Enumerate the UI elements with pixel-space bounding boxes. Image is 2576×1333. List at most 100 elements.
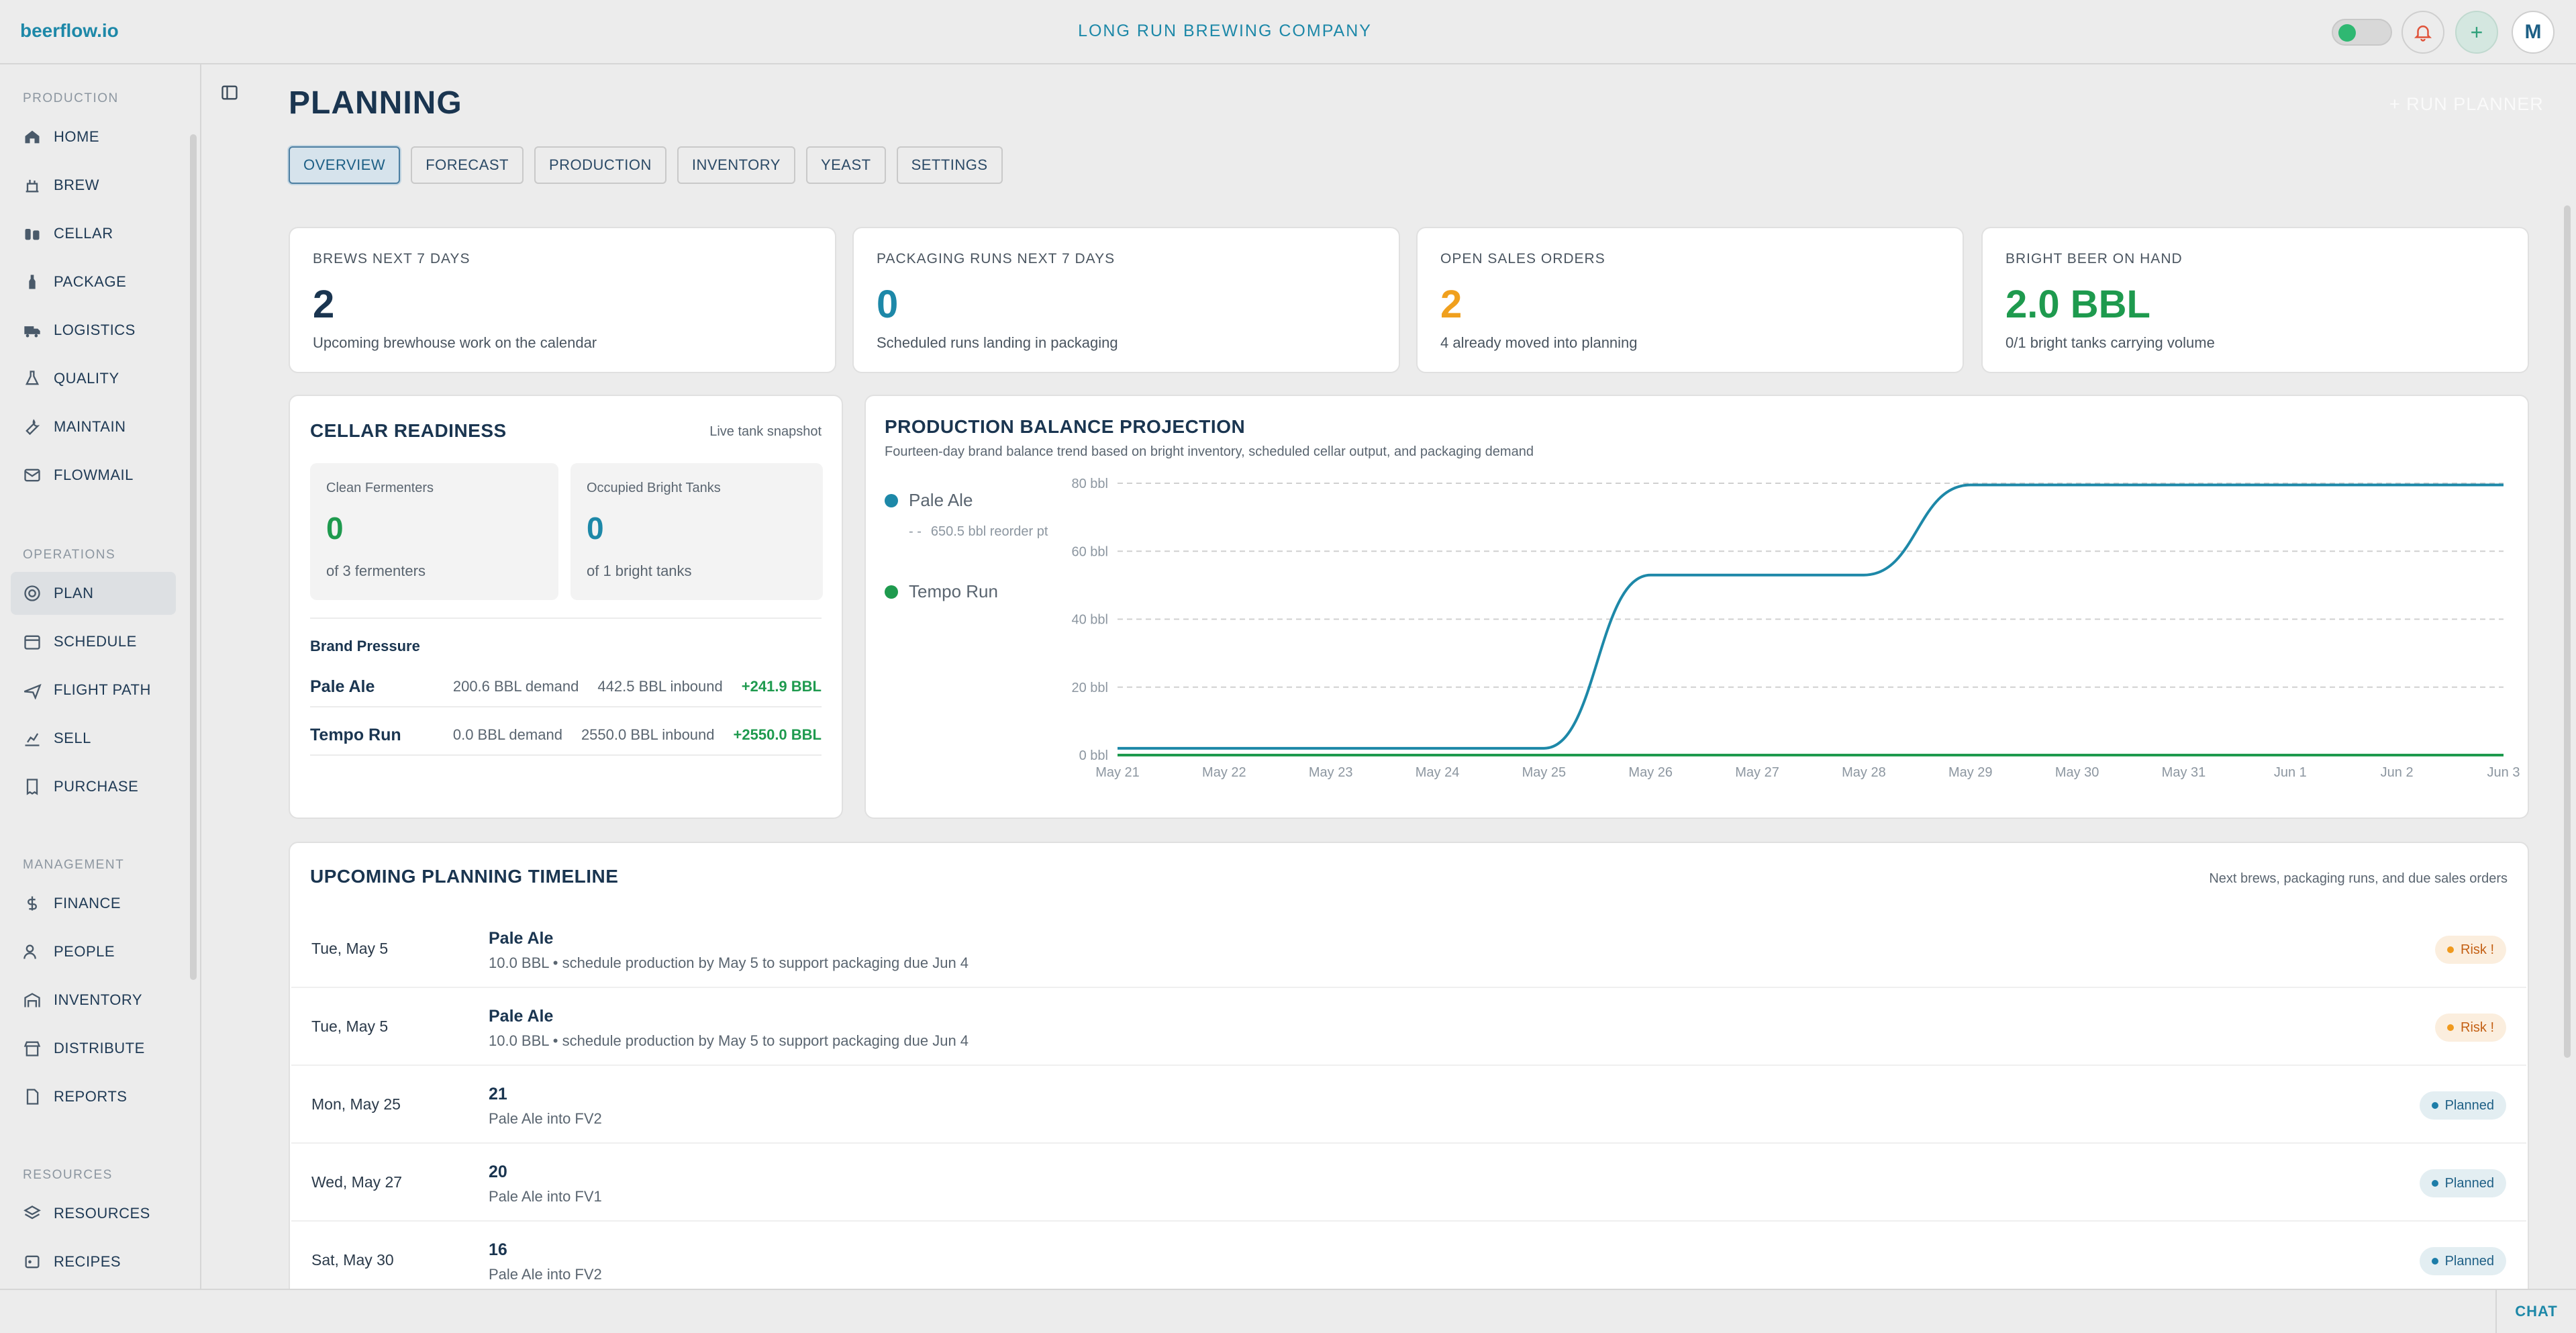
timeline-row[interactable]: Tue, May 5 Pale Ale 10.0 BBL • schedule … <box>291 910 2526 988</box>
cellar-readiness-card: CELLAR READINESS Live tank snapshot Clea… <box>289 395 843 819</box>
clean-fermenters-tile: Clean Fermenters 0 of 3 fermenters <box>310 463 558 600</box>
tab-overview[interactable]: OVERVIEW <box>289 146 401 184</box>
tile-sub: of 1 bright tanks <box>587 562 692 579</box>
divider <box>310 618 822 619</box>
timeline-row[interactable]: Sat, May 30 16 Pale Ale into FV2 Planned <box>291 1222 2526 1299</box>
sidebar-item-inventory[interactable]: INVENTORY <box>11 979 176 1022</box>
x-tick-label: May 27 <box>1735 765 1779 780</box>
tile-value: 0 <box>326 511 344 546</box>
sidebar-collapse-icon[interactable] <box>220 83 239 102</box>
y-tick-label: 0 bbl <box>1079 748 1108 763</box>
cellar-title: CELLAR READINESS <box>310 420 507 441</box>
sidebar-item-resources[interactable]: RESOURCES <box>11 1192 176 1235</box>
series-line-pale-ale <box>1117 483 2504 750</box>
sidebar-item-cellar[interactable]: CELLAR <box>11 212 176 255</box>
sidebar-item-plan[interactable]: PLAN <box>11 572 176 615</box>
page-title: PLANNING <box>289 85 462 121</box>
kpi-subtext: 0/1 bright tanks carrying volume <box>2005 334 2215 351</box>
x-tick-label: May 24 <box>1416 765 1460 780</box>
sidebar-item-package[interactable]: PACKAGE <box>11 260 176 303</box>
status-badge: Risk ! <box>2435 1014 2506 1042</box>
x-tick-label: May 31 <box>2162 765 2206 780</box>
x-tick-label: May 25 <box>1522 765 1567 780</box>
sidebar-item-label: PEOPLE <box>54 943 115 960</box>
x-tick-label: Jun 3 <box>2487 765 2520 780</box>
sidebar-item-sell[interactable]: SELL <box>11 717 176 760</box>
sidebar-item-label: PLAN <box>54 585 94 601</box>
x-tick-label: Jun 1 <box>2274 765 2307 780</box>
kpi-label: OPEN SALES ORDERS <box>1440 251 1605 266</box>
sidebar-item-label: DISTRIBUTE <box>54 1040 145 1056</box>
sidebar-item-quality[interactable]: QUALITY <box>11 357 176 400</box>
reorder-point-legend: - - 650.5 bbl reorder pt <box>909 522 1050 541</box>
kpi-label: BREWS NEXT 7 DAYS <box>313 251 470 266</box>
sidebar-item-flowmail[interactable]: FLOWMAIL <box>11 454 176 497</box>
timeline-item-title: Pale Ale <box>489 1007 554 1026</box>
sidebar-item-brew[interactable]: BREW <box>11 164 176 207</box>
sidebar-item-distribute[interactable]: DISTRIBUTE <box>11 1027 176 1070</box>
sidebar-section-label: PRODUCTION <box>23 91 119 105</box>
sidebar-item-schedule[interactable]: SCHEDULE <box>11 620 176 663</box>
report-icon <box>26 1089 39 1105</box>
sidebar-item-home[interactable]: HOME <box>11 115 176 158</box>
kpi-card-brews: BREWS NEXT 7 DAYS 2 Upcoming brewhouse w… <box>289 227 836 373</box>
timeline-item-desc: Pale Ale into FV2 <box>489 1266 602 1283</box>
layers-icon <box>23 1205 41 1220</box>
sidebar-item-flight-path[interactable]: FLIGHT PATH <box>11 669 176 711</box>
notifications-button[interactable] <box>2401 11 2444 54</box>
sidebar-item-label: PACKAGE <box>54 273 127 290</box>
timeline-date: Wed, May 27 <box>311 1173 403 1191</box>
sidebar-scrollbar[interactable] <box>190 134 197 980</box>
timeline-row[interactable]: Wed, May 27 20 Pale Ale into FV1 Planned <box>291 1144 2526 1222</box>
tab-yeast[interactable]: YEAST <box>805 146 886 184</box>
timeline-date: Mon, May 25 <box>311 1095 401 1113</box>
status-label: Planned <box>2444 1253 2494 1269</box>
kpi-label: BRIGHT BEER ON HAND <box>2005 251 2183 266</box>
user-avatar[interactable]: M <box>2512 11 2555 54</box>
kpi-card-packaging: PACKAGING RUNS NEXT 7 DAYS 0 Scheduled r… <box>852 227 1400 373</box>
sidebar-item-reports[interactable]: REPORTS <box>11 1075 176 1118</box>
status-dot <box>2431 1102 2438 1109</box>
timeline-item-title: 21 <box>489 1085 507 1103</box>
sidebar-item-people[interactable]: PEOPLE <box>11 930 176 973</box>
tile-label: Occupied Bright Tanks <box>587 481 721 495</box>
timeline-row[interactable]: Mon, May 25 21 Pale Ale into FV2 Planned <box>291 1066 2526 1144</box>
sidebar-item-purchase[interactable]: PURCHASE <box>11 765 176 808</box>
main-scrollbar[interactable] <box>2564 205 2571 1058</box>
timeline-item-desc: 10.0 BBL • schedule production by May 5 … <box>489 954 969 971</box>
tab-forecast[interactable]: FORECAST <box>411 146 524 184</box>
projection-chart: 0 bbl 20 bbl 40 bbl 60 bbl 80 bbl May 21 May 2… <box>1072 477 2520 780</box>
timeline-row[interactable]: Tue, May 5 Pale Ale 10.0 BBL • schedule … <box>291 988 2526 1066</box>
sidebar-section-label: MANAGEMENT <box>23 858 125 872</box>
sidebar-item-recipes[interactable]: RECIPES <box>11 1240 176 1283</box>
planning-timeline-card: UPCOMING PLANNING TIMELINE Next brews, p… <box>289 842 2529 1312</box>
kpi-value: 0 <box>877 283 899 326</box>
kpi-card-bright-beer: BRIGHT BEER ON HAND 2.0 BBL 0/1 bright t… <box>1981 227 2529 373</box>
kpi-subtext: Upcoming brewhouse work on the calendar <box>313 334 597 351</box>
tab-production[interactable]: PRODUCTION <box>534 146 666 184</box>
app-logo[interactable]: beerflow.io <box>20 20 119 41</box>
sidebar <box>0 64 201 1289</box>
tile-value: 0 <box>587 511 604 546</box>
legend-item-pale-ale[interactable]: Pale Ale <box>885 490 973 511</box>
tab-inventory[interactable]: INVENTORY <box>677 146 795 184</box>
target-icon <box>24 585 40 601</box>
sidebar-section-label: RESOURCES <box>23 1168 113 1182</box>
chat-button[interactable]: CHAT <box>2495 1290 2576 1333</box>
sidebar-item-finance[interactable]: FINANCE <box>11 882 176 925</box>
sidebar-item-maintain[interactable]: MAINTAIN <box>11 405 176 448</box>
theme-toggle[interactable] <box>2332 19 2392 46</box>
quick-add-button[interactable]: + <box>2455 11 2498 54</box>
timeline-item-desc: Pale Ale into FV1 <box>489 1188 602 1205</box>
sidebar-item-label: REPORTS <box>54 1088 128 1105</box>
sidebar-item-logistics[interactable]: LOGISTICS <box>11 309 176 352</box>
status-dot <box>2447 946 2454 953</box>
reorder-note: 650.5 bbl reorder pt <box>930 524 1048 539</box>
tab-settings[interactable]: SETTINGS <box>896 146 1003 184</box>
brand-demand: 200.6 BBL demand <box>452 678 579 695</box>
legend-item-tempo-run[interactable]: Tempo Run <box>885 581 998 602</box>
run-planner-button[interactable]: + RUN PLANNER <box>2389 94 2544 114</box>
x-tick-label: Jun 2 <box>2381 765 2414 780</box>
home-icon <box>25 130 40 144</box>
x-tick-label: May 26 <box>1628 765 1673 780</box>
